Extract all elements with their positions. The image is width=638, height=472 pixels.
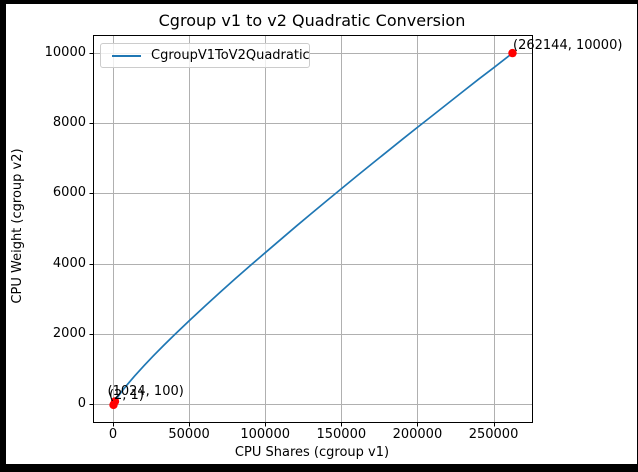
y-axis-label: CPU Weight (cgroup v2) [10,148,25,304]
annotation-label: (2, 1) [108,388,144,404]
legend-line-sample [112,55,141,57]
plot-area [89,35,533,427]
conversion-curve-line [112,52,514,406]
x-tick-label: 100000 [240,427,291,442]
x-axis-label: CPU Shares (cgroup v1) [234,445,390,460]
data-point-marker [110,397,120,406]
y-tick-label: 0 [77,396,86,412]
matplotlib-figure: Cgroup v1 to v2 Quadratic Conversion CPU… [6,4,637,464]
y-tick-label: 6000 [52,185,86,201]
x-tick-label: 50000 [168,427,210,442]
data-point-marker [508,48,517,58]
y-tick-label: 10000 [44,44,86,60]
x-tick-label: 0 [108,427,118,442]
x-tick-label: 200000 [392,427,443,442]
y-tick-label: 8000 [52,114,86,130]
plot-svg [89,35,533,427]
axes-spines [93,35,533,423]
annotation-label: (1024, 100) [107,383,184,399]
y-tick-label: 4000 [52,255,86,271]
x-tick-label: 150000 [316,427,367,442]
legend-label: CgroupV1ToV2Quadratic [151,48,310,63]
y-tick-label: 2000 [52,326,86,342]
annotation-label: (262144, 10000) [513,37,623,53]
legend: CgroupV1ToV2Quadratic [100,43,310,68]
chart-title: Cgroup v1 to v2 Quadratic Conversion [158,11,466,30]
x-tick-label: 250000 [468,427,519,442]
